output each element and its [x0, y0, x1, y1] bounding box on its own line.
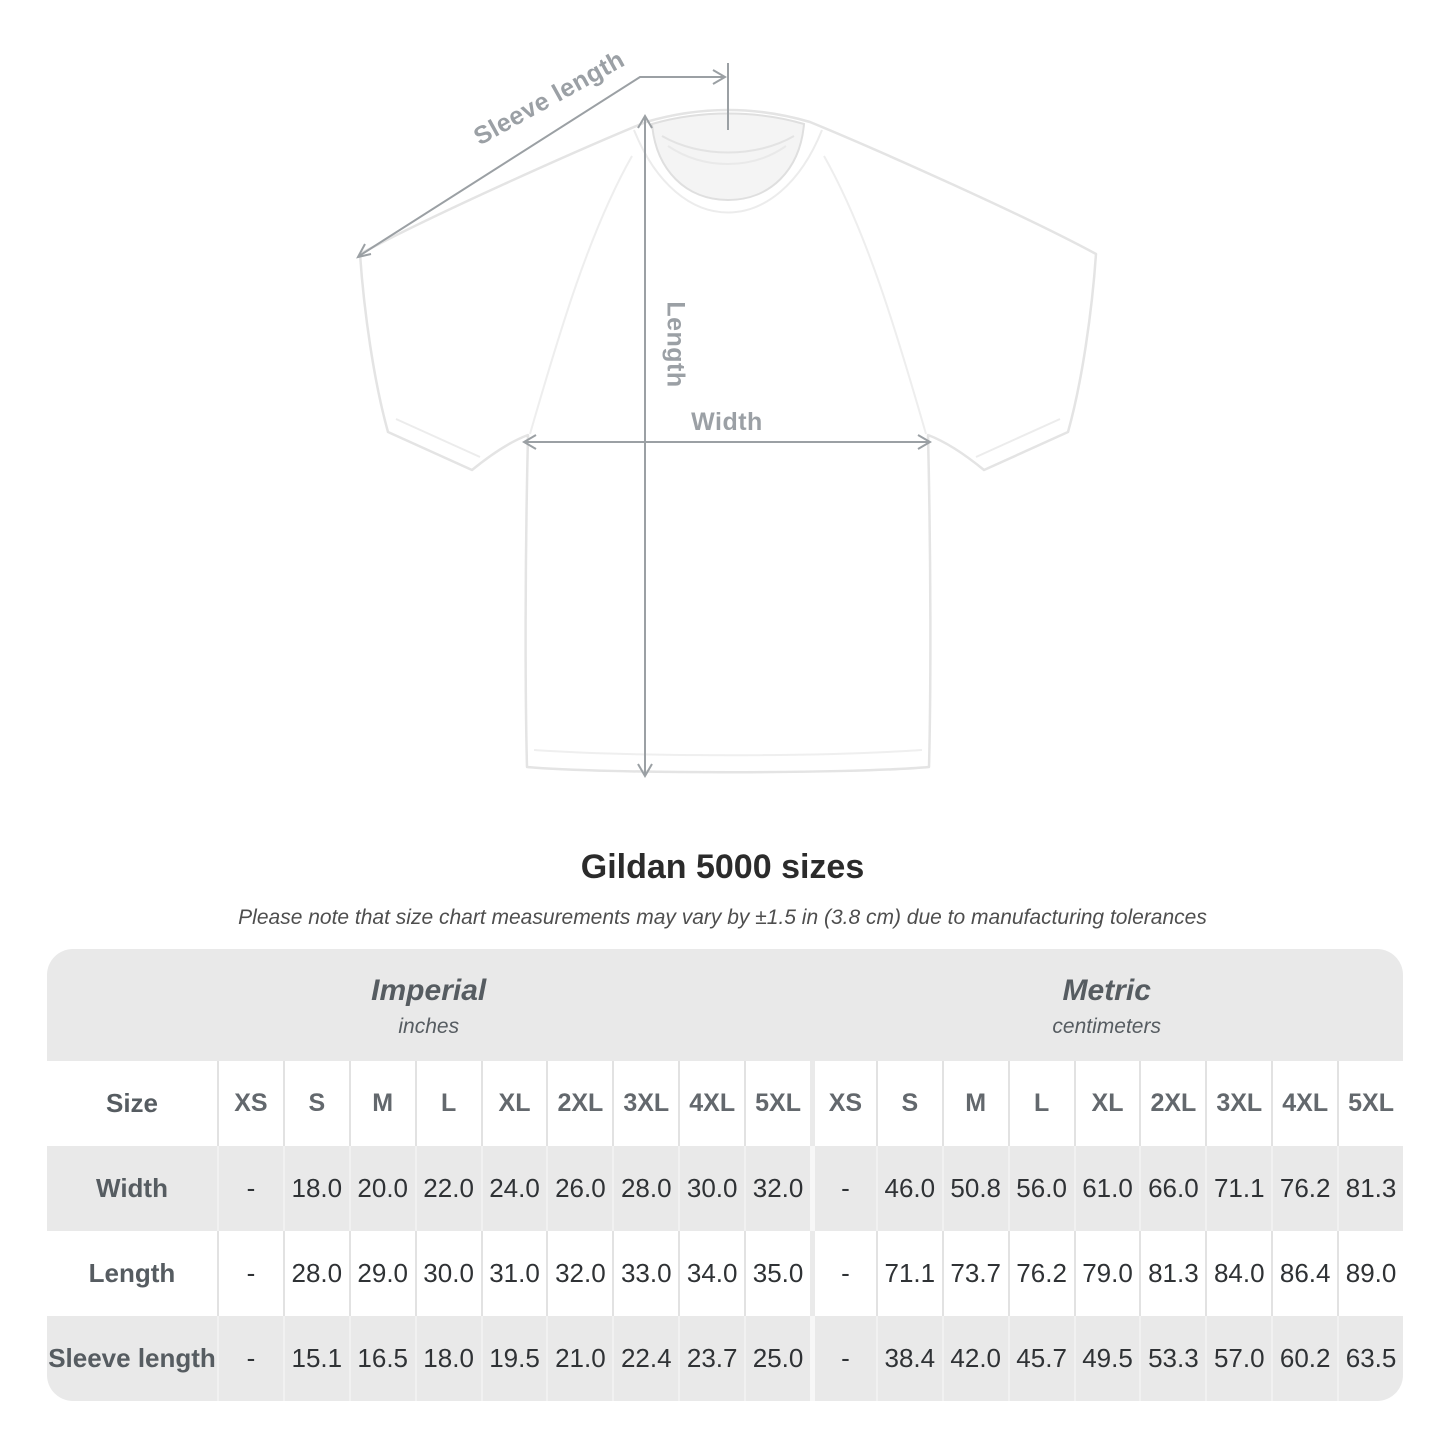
value-cell: 22.0 — [414, 1146, 481, 1231]
value-cell: - — [809, 1231, 876, 1316]
size-col: XS — [809, 1061, 876, 1146]
value-cell: - — [809, 1146, 876, 1231]
value-cell: 49.5 — [1073, 1316, 1140, 1401]
value-cell: 16.5 — [348, 1316, 415, 1401]
table-row-length: Length - 28.0 29.0 30.0 31.0 32.0 33.0 3… — [47, 1231, 1403, 1316]
value-cell: 28.0 — [282, 1231, 349, 1316]
metric-unit: centimeters — [1052, 1014, 1161, 1038]
value-cell: 24.0 — [480, 1146, 547, 1231]
size-column-label: Size — [105, 1088, 159, 1118]
value-cell: 19.5 — [480, 1316, 547, 1401]
value-cell: 46.0 — [875, 1146, 942, 1231]
row-label: Length — [88, 1258, 176, 1288]
value-cell: 76.2 — [1007, 1231, 1074, 1316]
value-cell: 66.0 — [1139, 1146, 1205, 1231]
value-cell: 53.3 — [1139, 1316, 1205, 1401]
width-arrow — [522, 434, 932, 450]
value-cell: 34.0 — [678, 1231, 744, 1316]
size-col: M — [941, 1061, 1008, 1146]
table-row-width: Width - 18.0 20.0 22.0 24.0 26.0 28.0 30… — [47, 1146, 1403, 1231]
value-cell: 33.0 — [612, 1231, 678, 1316]
value-cell: 32.0 — [744, 1146, 810, 1231]
value-cell: 81.3 — [1139, 1231, 1205, 1316]
value-cell: 23.7 — [678, 1316, 744, 1401]
value-cell: 30.0 — [414, 1231, 481, 1316]
imperial-unit: inches — [398, 1014, 460, 1038]
value-cell: 29.0 — [348, 1231, 415, 1316]
unit-system-header: Imperial inches Metric centimeters — [47, 949, 1403, 1061]
tolerance-note: Please note that size chart measurements… — [238, 906, 1207, 929]
value-cell: 71.1 — [875, 1231, 942, 1316]
row-label: Width — [96, 1173, 168, 1203]
value-cell: 56.0 — [1007, 1146, 1074, 1231]
value-cell: 86.4 — [1271, 1231, 1337, 1316]
value-cell: 50.8 — [941, 1146, 1008, 1231]
value-cell: 79.0 — [1073, 1231, 1140, 1316]
size-col: XL — [480, 1061, 547, 1146]
table-row-sleeve-length: Sleeve length - 15.1 16.5 18.0 19.5 21.0… — [47, 1316, 1403, 1401]
value-cell: 31.0 — [480, 1231, 547, 1316]
value-cell: 25.0 — [744, 1316, 810, 1401]
value-cell: 22.4 — [612, 1316, 678, 1401]
length-arrow — [637, 114, 653, 778]
size-col: S — [875, 1061, 942, 1146]
width-label: Width — [691, 408, 763, 436]
value-cell: 30.0 — [678, 1146, 744, 1231]
size-col: S — [282, 1061, 349, 1146]
size-col: L — [1007, 1061, 1074, 1146]
value-cell: 61.0 — [1073, 1146, 1140, 1231]
imperial-title: Imperial — [371, 973, 487, 1007]
value-cell: 63.5 — [1337, 1316, 1403, 1401]
value-cell: 81.3 — [1337, 1146, 1403, 1231]
size-col: 3XL — [612, 1061, 678, 1146]
value-cell: 89.0 — [1337, 1231, 1403, 1316]
collar-opening — [650, 112, 806, 202]
value-cell: 76.2 — [1271, 1146, 1337, 1231]
size-col: L — [414, 1061, 481, 1146]
value-cell: 35.0 — [744, 1231, 810, 1316]
value-cell: 60.2 — [1271, 1316, 1337, 1401]
size-col: 5XL — [744, 1061, 810, 1146]
value-cell: 45.7 — [1007, 1316, 1074, 1401]
value-cell: 32.0 — [546, 1231, 612, 1316]
value-cell: 73.7 — [941, 1231, 1008, 1316]
value-cell: 42.0 — [941, 1316, 1008, 1401]
row-label: Sleeve length — [48, 1343, 216, 1373]
size-header-row: Size XS S M L XL 2XL 3XL 4XL 5XL XS S M … — [47, 1061, 1403, 1146]
value-cell: 57.0 — [1205, 1316, 1271, 1401]
size-col: 2XL — [546, 1061, 612, 1146]
value-cell: 20.0 — [348, 1146, 415, 1231]
size-col: 4XL — [1271, 1061, 1337, 1146]
value-cell: - — [217, 1231, 283, 1316]
imperial-section-header: Imperial inches — [47, 949, 810, 1061]
value-cell: - — [809, 1316, 876, 1401]
sleeve-length-arrow — [356, 69, 727, 259]
size-table: Imperial inches Metric centimeters Size … — [47, 949, 1403, 1401]
value-cell: 84.0 — [1205, 1231, 1271, 1316]
size-col: 5XL — [1337, 1061, 1403, 1146]
size-col: XL — [1073, 1061, 1140, 1146]
size-col: M — [348, 1061, 415, 1146]
value-cell: - — [217, 1146, 283, 1231]
size-col: 4XL — [678, 1061, 744, 1146]
value-cell: 21.0 — [546, 1316, 612, 1401]
value-cell: 38.4 — [875, 1316, 942, 1401]
value-cell: 15.1 — [282, 1316, 349, 1401]
length-label: Length — [661, 301, 690, 388]
page-title: Gildan 5000 sizes — [580, 848, 865, 886]
size-col: XS — [217, 1061, 283, 1146]
value-cell: 26.0 — [546, 1146, 612, 1231]
value-cell: 18.0 — [282, 1146, 349, 1231]
metric-title: Metric — [1062, 973, 1151, 1007]
size-col: 2XL — [1139, 1061, 1205, 1146]
tshirt-measurement-diagram — [356, 63, 1098, 778]
size-col: 3XL — [1205, 1061, 1271, 1146]
value-cell: 28.0 — [612, 1146, 678, 1231]
value-cell: - — [217, 1316, 283, 1401]
value-cell: 18.0 — [414, 1316, 481, 1401]
value-cell: 71.1 — [1205, 1146, 1271, 1231]
metric-section-header: Metric centimeters — [810, 949, 1403, 1061]
